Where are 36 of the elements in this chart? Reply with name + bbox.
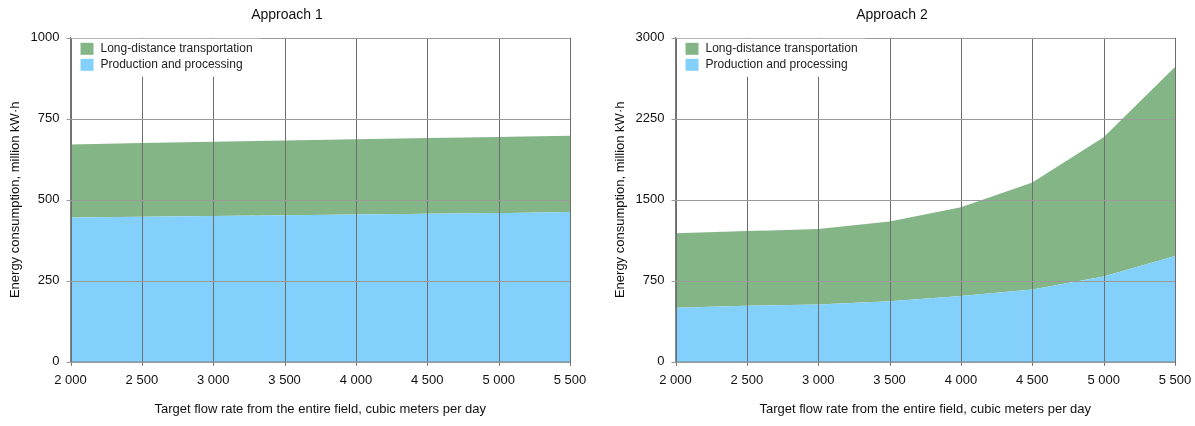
x-tick-label: 5 500 xyxy=(553,372,587,388)
legend-label: Production and processing xyxy=(100,57,243,72)
x-tick-label: 3 000 xyxy=(801,372,835,388)
y-tick-label: 750 xyxy=(37,110,60,126)
y-tick-label: 1000 xyxy=(30,29,60,45)
x-tick-label: 3 000 xyxy=(196,372,230,388)
y-tick-label: 750 xyxy=(642,272,665,288)
y-tick-label: 3000 xyxy=(635,29,665,45)
x-tick-label: 5 000 xyxy=(1087,372,1120,388)
y-tick-label: 500 xyxy=(37,191,60,207)
legend-label: Long-distance transportation xyxy=(100,41,253,56)
y-tick-label: 0 xyxy=(657,353,665,369)
x-tick-label: 4 000 xyxy=(944,372,978,388)
x-tick-label: 4 500 xyxy=(411,372,444,388)
x-axis-title: Target flow rate from the entire field, cubic meters per day xyxy=(154,400,487,416)
x-axis-title: Target flow rate from the entire field, cubic meters per day xyxy=(759,400,1092,416)
y-tick-label: 0 xyxy=(52,353,60,369)
legend-label: Production and processing xyxy=(705,57,848,72)
y-axis-title: Energy consumption, million kW·h xyxy=(7,101,23,299)
x-tick-label: 5 500 xyxy=(1158,372,1192,388)
y-tick-label: 1500 xyxy=(635,191,665,207)
x-tick-label: 2 000 xyxy=(54,372,87,388)
y-tick-label: 2250 xyxy=(635,110,665,126)
y-tick-label: 250 xyxy=(37,272,60,288)
x-tick-label: 5 000 xyxy=(482,372,515,388)
chart-title: Approach 1 xyxy=(251,6,324,23)
x-tick-label: 4 500 xyxy=(1016,372,1049,388)
legend-label: Long-distance transportation xyxy=(705,41,858,56)
x-tick-label: 2 500 xyxy=(730,372,764,388)
x-tick-label: 4 000 xyxy=(339,372,373,388)
x-tick-label: 2 000 xyxy=(659,372,692,388)
x-tick-label: 3 500 xyxy=(873,372,906,388)
chart-title: Approach 2 xyxy=(856,6,929,23)
y-axis-title: Energy consumption, million kW·h xyxy=(612,101,628,299)
x-tick-label: 3 500 xyxy=(268,372,301,388)
x-tick-label: 2 500 xyxy=(125,372,159,388)
